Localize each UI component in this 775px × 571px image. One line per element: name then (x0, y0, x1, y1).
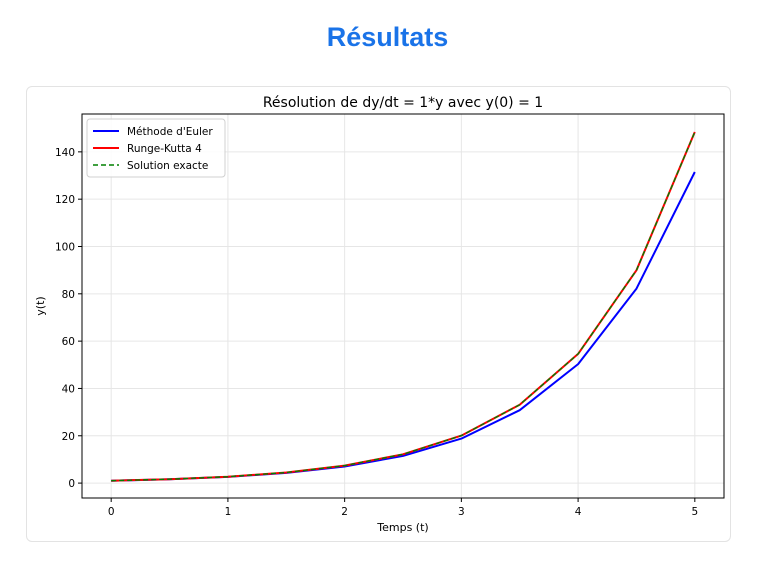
x-tick-label: 0 (108, 506, 115, 518)
grid (82, 114, 724, 498)
y-axis-label: y(t) (34, 296, 47, 315)
x-axis-label: Temps (t) (376, 521, 428, 534)
plot-frame (81, 113, 725, 499)
y-tick-label: 60 (62, 336, 75, 348)
page-title: Résultats (326, 22, 449, 52)
legend: Méthode d'Euler Runge-Kutta 4 Solution exa… (86, 118, 226, 178)
chart-card: 0 1 2 3 4 5 0 20 40 60 80 100 120 140 Résolution de d… (26, 86, 731, 542)
y-tick-label: 140 (55, 147, 75, 159)
series-lines (111, 131, 696, 482)
x-tick-label: 1 (225, 506, 232, 518)
y-tick-label: 20 (62, 431, 75, 443)
legend-label-2: Solution exacte (127, 160, 208, 172)
y-tick-label: 120 (55, 194, 75, 206)
x-tick-label: 5 (691, 506, 698, 518)
chart-title: Résolution de dy/dt = 1*y avec y(0) = 1 (263, 95, 543, 111)
line-chart: 0 1 2 3 4 5 0 20 40 60 80 100 120 140 Résolution de d… (34, 95, 725, 534)
y-tick-label: 0 (68, 478, 75, 490)
x-tick-label: 4 (575, 506, 582, 518)
axis-ticks: 0 1 2 3 4 5 0 20 40 60 80 100 120 140 (55, 147, 698, 518)
series-line-2 (111, 131, 696, 482)
y-tick-label: 100 (55, 241, 75, 253)
series-line-1 (111, 131, 696, 482)
legend-label-1: Runge-Kutta 4 (127, 143, 202, 155)
x-tick-label: 3 (458, 506, 465, 518)
series-line-0 (111, 171, 696, 482)
y-tick-label: 40 (62, 383, 75, 395)
y-tick-label: 80 (62, 289, 75, 301)
legend-box (86, 118, 226, 178)
legend-label-0: Méthode d'Euler (127, 126, 213, 138)
x-tick-label: 2 (341, 506, 348, 518)
